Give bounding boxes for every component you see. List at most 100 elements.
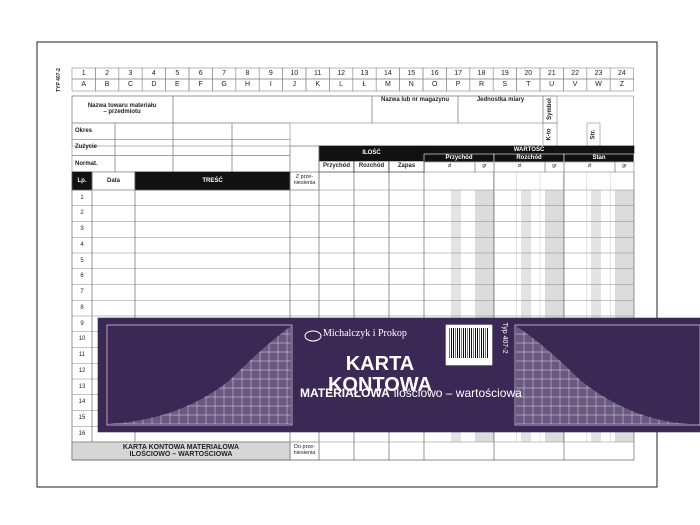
column-number: 13 bbox=[360, 69, 369, 77]
header-row-field bbox=[114, 139, 174, 156]
column-number: 16 bbox=[430, 69, 439, 77]
value-heading: WARTOŚĆ bbox=[513, 146, 545, 153]
gr-cell bbox=[614, 161, 635, 173]
unit-label: Jednostka miary bbox=[476, 97, 525, 104]
header-row-label: Okres bbox=[75, 128, 93, 134]
column-number: 11 bbox=[314, 69, 322, 77]
currency-zl: zł bbox=[587, 163, 592, 170]
content-heading: TREŚĆ bbox=[202, 177, 223, 184]
column-letter: N bbox=[408, 81, 414, 89]
row-number: 8 bbox=[80, 304, 84, 311]
column-number: 1 bbox=[81, 69, 86, 77]
barcode-bar bbox=[459, 328, 460, 358]
carried-in-label: Z prze-niesienia bbox=[293, 174, 316, 186]
row-number: 10 bbox=[78, 336, 86, 343]
column-letter-cell bbox=[609, 78, 634, 92]
barcode-bar bbox=[471, 328, 472, 358]
footer-title: KARTA KONTOWA MATERIAŁOWA ILOŚCIOWO – WA… bbox=[122, 443, 240, 458]
quantity-col-heading: Przychód bbox=[322, 163, 350, 170]
column-number: 7 bbox=[222, 69, 227, 77]
item-name-label: Nazwa towaru materiału – przedmiotu bbox=[87, 102, 157, 115]
column-number: 12 bbox=[337, 69, 345, 77]
column-letter: Z bbox=[619, 81, 625, 89]
quantity-col-cell bbox=[388, 160, 425, 173]
row-number: 12 bbox=[78, 367, 86, 374]
column-number: 8 bbox=[245, 69, 250, 77]
row-number: 7 bbox=[80, 289, 84, 296]
row-number: 15 bbox=[78, 415, 86, 422]
warehouse-label: Nazwa lub nr magazynu bbox=[380, 97, 449, 104]
column-letter: L bbox=[339, 81, 344, 89]
column-letter: T bbox=[526, 81, 531, 89]
column-number: 10 bbox=[290, 69, 299, 77]
column-number: 15 bbox=[407, 69, 416, 77]
header-row-field bbox=[231, 155, 291, 173]
page-label: Str. bbox=[590, 129, 597, 140]
barcode-bar bbox=[485, 328, 486, 358]
row-number: 1 bbox=[80, 194, 84, 201]
row-number: 2 bbox=[80, 210, 84, 217]
header-row-label: Normat. bbox=[75, 160, 98, 167]
barcode-bar bbox=[457, 328, 458, 358]
column-letter: J bbox=[292, 81, 297, 89]
barcode-bar bbox=[481, 328, 482, 358]
column-letter: S bbox=[502, 81, 508, 89]
column-letter: W bbox=[595, 81, 602, 89]
barcode-bar bbox=[463, 328, 464, 358]
banner-subtitle-bold: MATERIAŁOWA bbox=[300, 385, 390, 400]
column-number: 4 bbox=[151, 69, 156, 77]
curve-box bbox=[106, 324, 293, 426]
quantity-col-heading: Rozchód bbox=[358, 163, 385, 170]
row-number: 13 bbox=[78, 383, 86, 390]
column-letter: O bbox=[431, 81, 438, 89]
column-number: 3 bbox=[128, 69, 133, 77]
column-letter: U bbox=[549, 81, 555, 89]
column-letter: E bbox=[174, 81, 180, 89]
type-code: Typ 407-2 bbox=[500, 322, 508, 354]
date-heading: Data bbox=[106, 177, 120, 184]
banner-subtitle-text: ilościowo – wartościowa bbox=[393, 385, 522, 400]
column-number: 5 bbox=[175, 69, 180, 77]
row-number: 4 bbox=[80, 241, 84, 248]
column-letter: I bbox=[269, 81, 272, 89]
currency-gr: gr bbox=[552, 163, 557, 170]
barcode-bar bbox=[469, 328, 470, 358]
side-label: TYP 407-2 bbox=[56, 68, 63, 92]
barcode-bar bbox=[483, 328, 484, 358]
column-letter: H bbox=[244, 81, 251, 89]
quantity-col-heading: Zapas bbox=[397, 163, 416, 170]
column-number: 2 bbox=[105, 69, 110, 77]
header-row-field bbox=[172, 139, 233, 156]
banner-title: KARTA KONTOWA bbox=[327, 353, 433, 396]
row-number: 16 bbox=[78, 430, 86, 437]
page-border bbox=[36, 41, 658, 488]
row-number: 14 bbox=[78, 399, 86, 406]
row-number: 11 bbox=[78, 352, 86, 359]
column-number: 9 bbox=[268, 69, 273, 77]
column-number: 14 bbox=[383, 69, 392, 77]
header-row-field bbox=[231, 122, 291, 140]
lp-heading: Lp. bbox=[77, 177, 87, 184]
barcode-bar bbox=[455, 328, 456, 358]
barcode-bar bbox=[461, 328, 462, 358]
header-row-field bbox=[114, 155, 174, 173]
column-letter: P bbox=[455, 81, 461, 89]
barcode-bar bbox=[475, 328, 476, 358]
header-row-field bbox=[231, 139, 291, 156]
barcode-bar bbox=[451, 328, 452, 358]
column-letter: C bbox=[127, 81, 134, 89]
column-letter: A bbox=[81, 81, 87, 89]
currency-zl: zł bbox=[517, 163, 522, 170]
barcode-bar bbox=[479, 328, 480, 358]
barcode-bar bbox=[477, 328, 478, 358]
barcode-bar bbox=[465, 328, 466, 358]
barcode-bar bbox=[467, 328, 468, 358]
column-number: 22 bbox=[571, 69, 579, 77]
header-row-field bbox=[114, 122, 174, 140]
column-number: 20 bbox=[524, 69, 533, 77]
banner-subtitle: MATERIAŁOWA ilościowo – wartościowa bbox=[300, 385, 522, 401]
column-number: 6 bbox=[198, 69, 203, 77]
row-number: 6 bbox=[80, 273, 84, 280]
brand-name: Michalczyk i Prokop bbox=[323, 328, 407, 340]
